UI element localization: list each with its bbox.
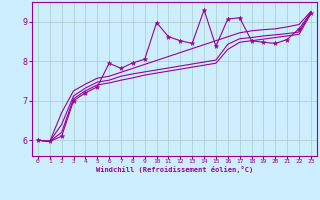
X-axis label: Windchill (Refroidissement éolien,°C): Windchill (Refroidissement éolien,°C) <box>96 166 253 173</box>
